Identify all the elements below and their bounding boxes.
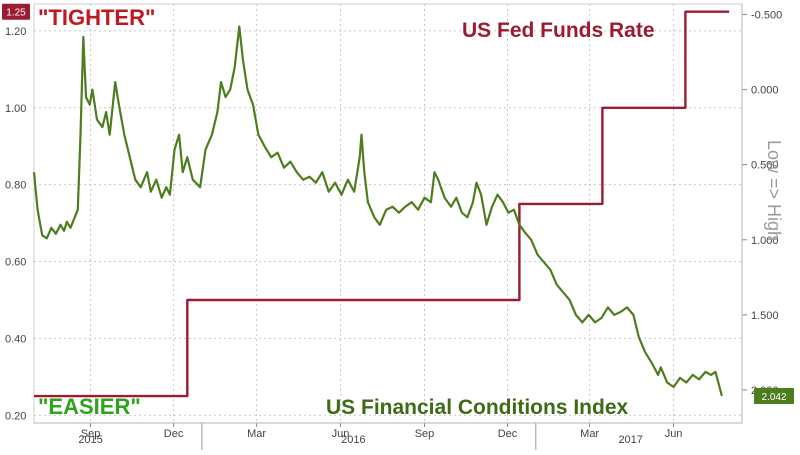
fed-funds-series-label: US Fed Funds Rate [462, 19, 655, 42]
fed-last-value-badge: 1.25 [2, 3, 30, 20]
right-y-tick-label: 0.000 [751, 85, 779, 97]
right-y-tick-label: 0.500 [751, 160, 779, 172]
labels-layer: "TIGHTER" "EASIER" US Fed Funds Rate US … [38, 5, 784, 419]
right-y-tick-label: 1.000 [751, 235, 779, 247]
fci-last-value-badge: 2.042 [754, 387, 794, 404]
left-y-tick-label: 0.60 [5, 257, 26, 269]
left-y-tick-label: 1.20 [5, 26, 26, 38]
x-year-label: 2016 [341, 434, 365, 446]
left-y-tick-label: 0.20 [5, 410, 26, 422]
x-tick-label: Jun [332, 428, 350, 440]
gridlines [33, 3, 743, 424]
fci-line [32, 25, 723, 397]
fci-series-label: US Financial Conditions Index [326, 396, 629, 419]
x-tick-label: Mar [247, 428, 266, 440]
series-layer [32, 10, 730, 398]
left-y-tick-label: 1.00 [5, 103, 26, 115]
x-tick-label: Dec [498, 428, 518, 440]
x-year-label: 2017 [618, 434, 642, 446]
x-tick-label: Sep [415, 428, 435, 440]
right-y-tick-label: -0.500 [751, 10, 782, 22]
right-y-tick-label: 1.500 [751, 310, 779, 322]
right-axis-title: Low => High [764, 140, 784, 241]
x-tick-label: Mar [580, 428, 599, 440]
plot-frame [33, 3, 743, 424]
fed-last-value-text: 1.25 [6, 8, 26, 19]
x-tick-label: Sep [81, 428, 101, 440]
easier-annotation: "EASIER" [38, 394, 141, 419]
fed-last-value-bg [2, 3, 30, 20]
tighter-annotation: "TIGHTER" [38, 5, 155, 30]
left-y-tick-label: 0.80 [5, 180, 26, 192]
fci-last-value-bg [754, 387, 794, 404]
axes: 1.20 1.00 0.80 0.60 0.40 0.20 -0.500 0.000 0.500… [2, 3, 794, 450]
x-tick-label: Dec [164, 428, 184, 440]
x-year-label: 2015 [78, 434, 102, 446]
fci-last-value-text: 2.042 [761, 392, 786, 403]
left-y-tick-label: 0.40 [5, 333, 26, 345]
x-tick-label: Jun [665, 428, 683, 440]
fed-funds-rate-line [34, 10, 730, 398]
